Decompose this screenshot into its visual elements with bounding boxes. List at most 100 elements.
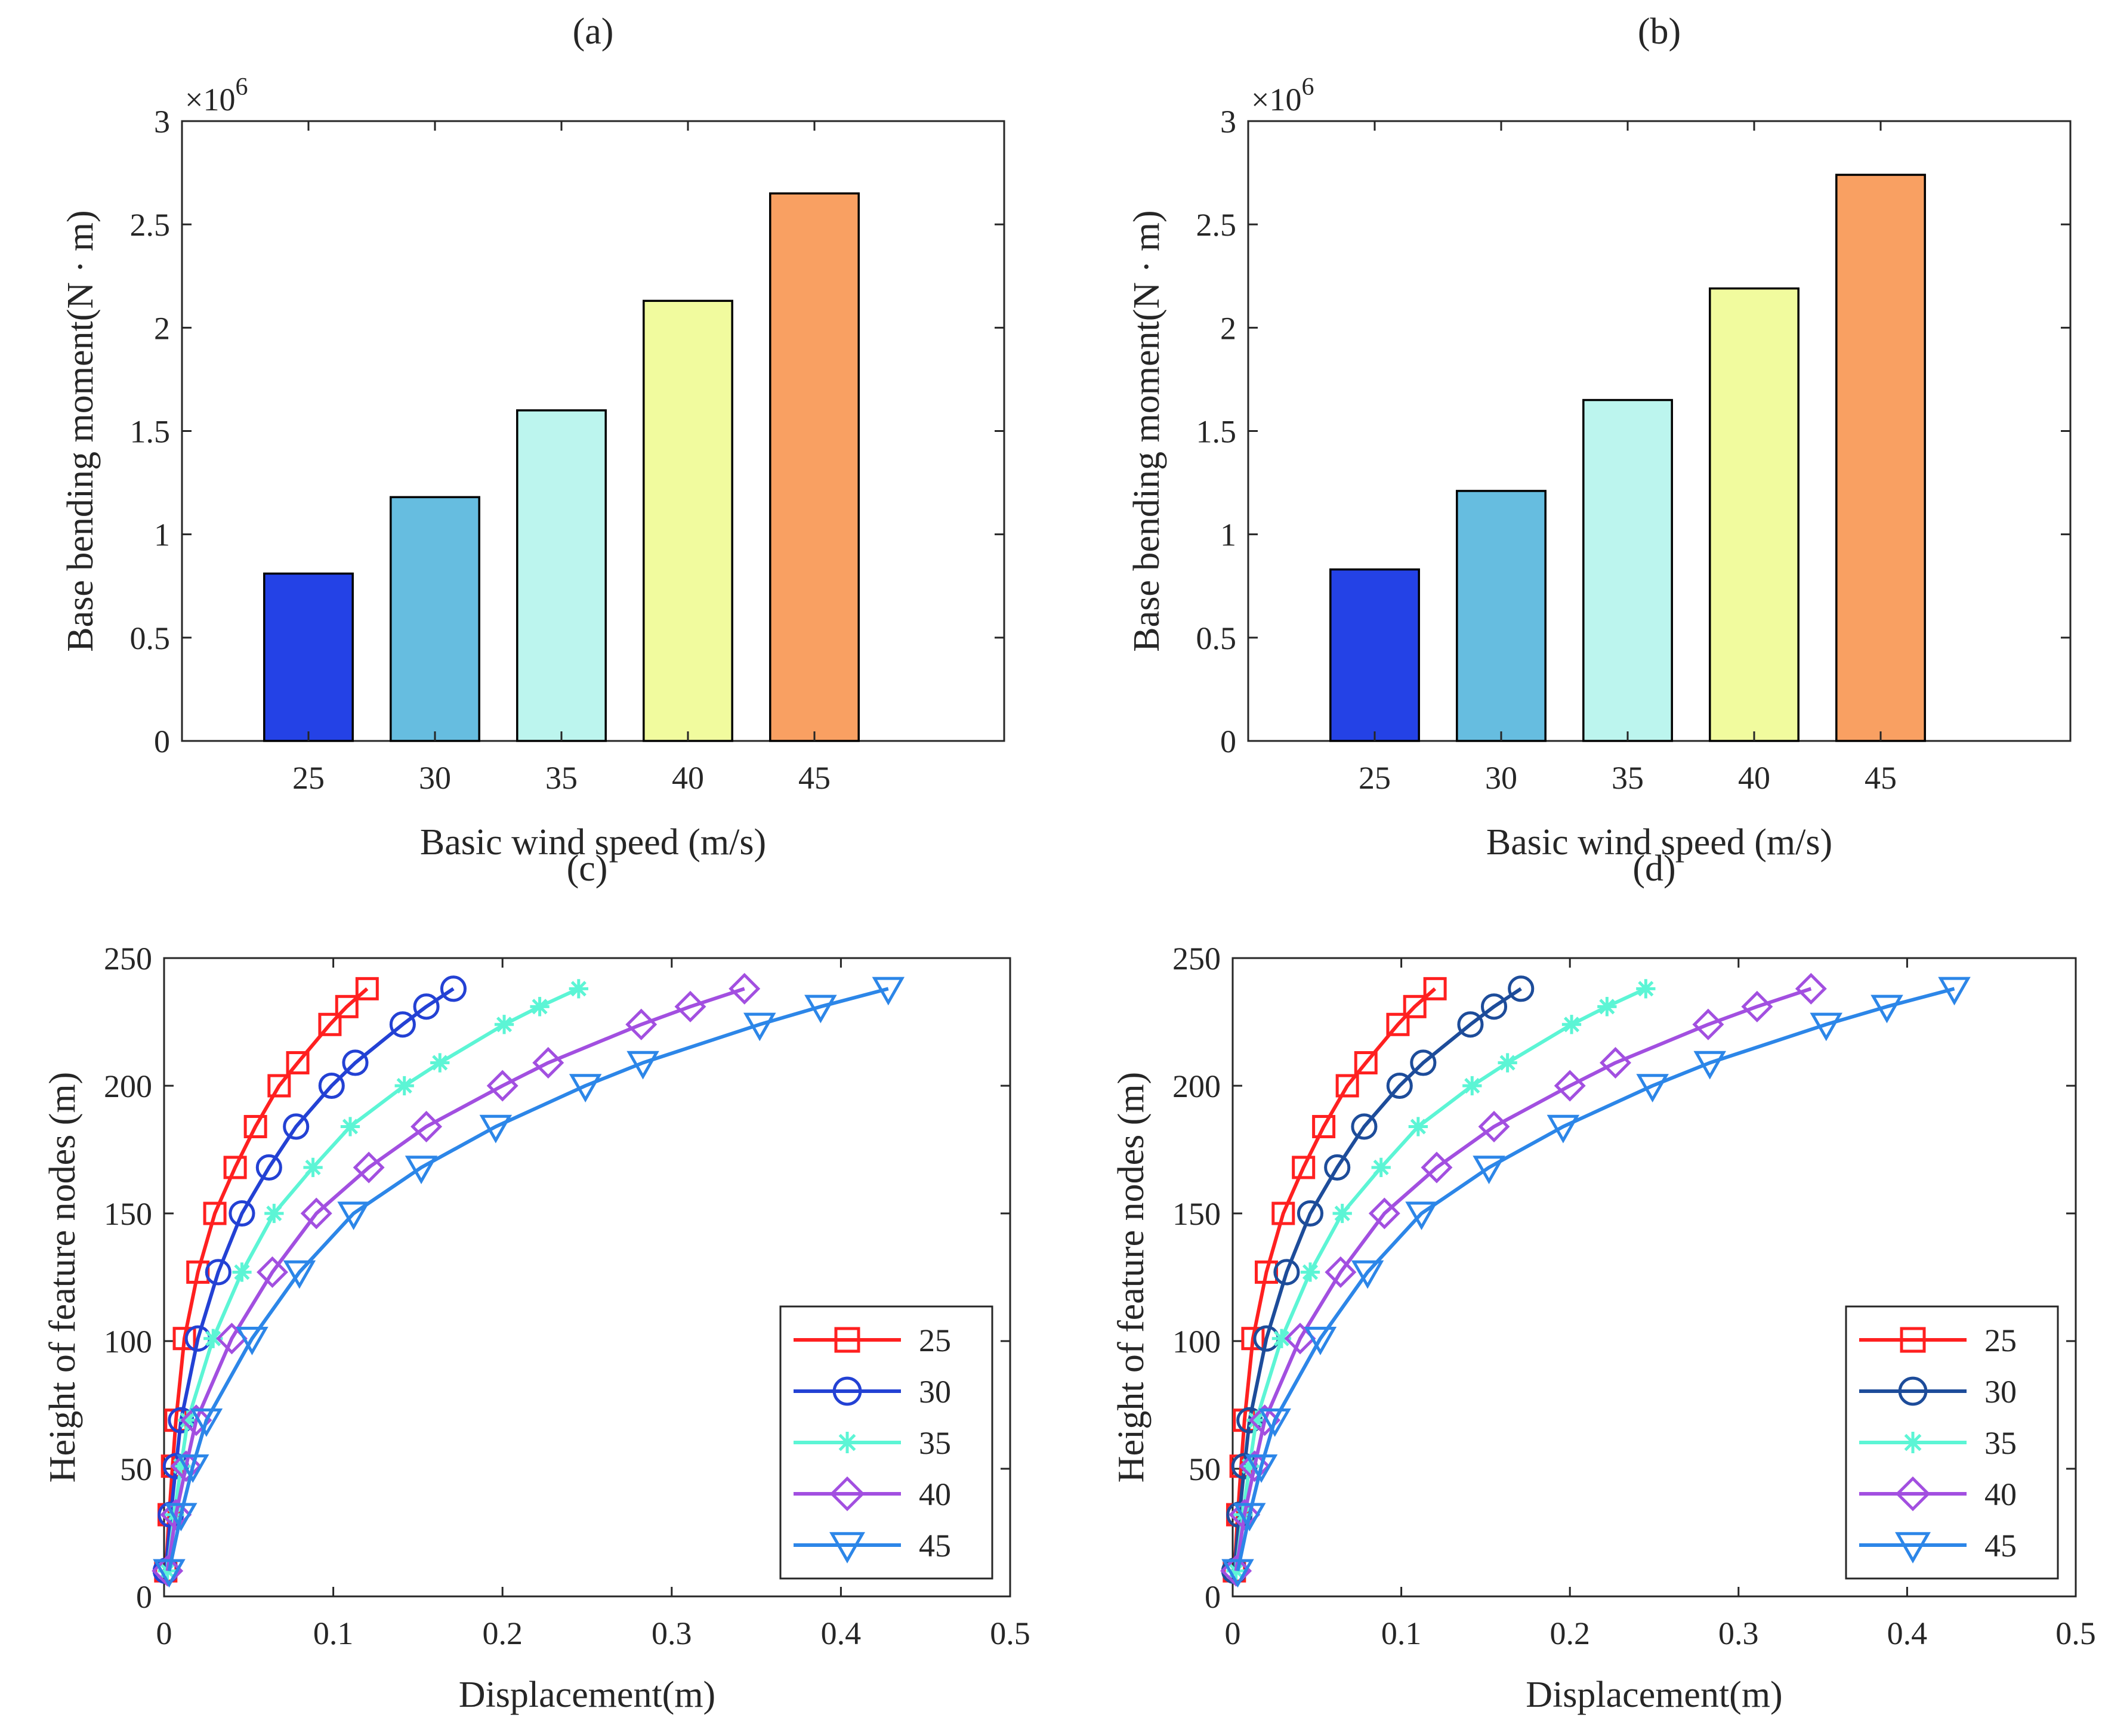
- legend-marker-45: [1895, 1532, 1931, 1564]
- panel-a: (a) 0 0.5 1 1.5 2 2.5 3 Base bending moment(N · …: [60, 11, 1005, 863]
- data-point-25: [243, 1114, 267, 1138]
- x-tick-label: 0.3: [652, 1615, 692, 1651]
- y-axis-label: Base bending moment(N · m): [1126, 210, 1167, 651]
- data-point-40: [160, 1499, 192, 1531]
- y-tick-label: 250: [104, 941, 152, 977]
- series-40: [152, 972, 761, 1587]
- data-point-30: [1410, 1049, 1437, 1076]
- y-tick-label: 1: [154, 517, 170, 553]
- data-point-40: [1421, 1151, 1453, 1184]
- data-point-45: [1351, 1260, 1384, 1289]
- series-line-45: [167, 987, 889, 1571]
- bar-45: [769, 192, 860, 742]
- data-point-25: [1312, 1114, 1336, 1138]
- data-point-35: [1240, 1456, 1260, 1476]
- data-point-40: [1741, 990, 1773, 1023]
- data-point-40: [180, 1404, 212, 1437]
- data-point-35: [1561, 1015, 1582, 1034]
- legend-label: 25: [1984, 1323, 2017, 1358]
- data-point-25: [1386, 1012, 1410, 1036]
- y-exponent-base: ×10: [185, 82, 235, 118]
- legend-label: 40: [1984, 1476, 2017, 1512]
- y-exponent-label: ×106: [185, 73, 248, 118]
- data-point-35: [1271, 1329, 1292, 1348]
- legend-label: 40: [919, 1476, 951, 1512]
- bar-40: [1709, 287, 1799, 742]
- bar-35: [516, 409, 607, 742]
- legend-entry-30: 30: [1859, 1374, 2017, 1410]
- y-tick-label: 150: [104, 1196, 152, 1232]
- data-point-45: [479, 1114, 513, 1144]
- x-tick-label: 0.4: [1887, 1615, 1928, 1651]
- y-exponent-power: 6: [1301, 73, 1314, 101]
- y-exponent-base: ×10: [1251, 82, 1301, 118]
- x-axis-label: Displacement(m): [459, 1675, 715, 1715]
- x-tick-label: 0.5: [990, 1615, 1030, 1651]
- y-tick-label: 50: [1189, 1451, 1221, 1487]
- x-tick-label: 25: [1359, 760, 1391, 796]
- legend-entry-35: 35: [1859, 1425, 2017, 1461]
- data-point-35: [203, 1329, 223, 1348]
- data-point-40: [1554, 1070, 1586, 1102]
- legend-marker-40: [1895, 1476, 1931, 1512]
- y-tick-label: 1.5: [1196, 414, 1237, 450]
- y-tick-label: 100: [104, 1324, 152, 1360]
- data-point-25: [203, 1201, 227, 1225]
- legend-marker-35: [1902, 1431, 1924, 1454]
- legend: 25 30 35 40 45: [779, 1305, 993, 1580]
- data-point-45: [1810, 1012, 1843, 1042]
- data-point-40: [1795, 972, 1827, 1005]
- series-line-35: [165, 987, 580, 1571]
- y-tick-label: 0.5: [1196, 620, 1237, 656]
- data-point-40: [1229, 1499, 1261, 1531]
- y-axis-label: Base bending moment(N · m): [60, 210, 101, 651]
- data-point-40: [532, 1046, 564, 1079]
- data-point-25: [318, 1012, 342, 1036]
- y-tick-label: 1.5: [130, 414, 171, 450]
- data-point-30: [205, 1259, 232, 1286]
- y-tick-label: 200: [104, 1068, 152, 1104]
- data-point-40: [300, 1197, 332, 1230]
- data-point-45: [743, 1012, 776, 1042]
- y-axis-label: Height of feature nodes (m): [1111, 1072, 1152, 1483]
- legend-entry-40: 40: [794, 1476, 951, 1512]
- data-point-35: [1300, 1262, 1320, 1282]
- series-line-45: [1236, 987, 1955, 1571]
- data-point-40: [1325, 1256, 1357, 1288]
- legend-label: 30: [1984, 1374, 2017, 1410]
- data-point-30: [1386, 1072, 1413, 1099]
- data-point-40: [674, 990, 706, 1023]
- data-point-45: [190, 1408, 223, 1437]
- data-point-30: [413, 993, 440, 1020]
- data-point-35: [1462, 1076, 1482, 1096]
- y-axis-label: Height of feature nodes (m): [42, 1072, 83, 1483]
- legend-entry-25: 25: [794, 1323, 951, 1358]
- x-tick-label: 30: [1485, 760, 1517, 796]
- y-tick-label: 100: [1172, 1324, 1221, 1360]
- bar-30: [390, 496, 480, 742]
- legend-marker-30: [832, 1376, 862, 1406]
- series-35: [1226, 979, 1656, 1581]
- data-point-25: [186, 1260, 210, 1284]
- x-tick-label: 0.2: [1550, 1615, 1590, 1651]
- data-point-45: [1636, 1074, 1669, 1102]
- data-point-30: [1457, 1011, 1484, 1038]
- series-line-35: [1234, 987, 1647, 1571]
- y-tick-label: 2: [154, 310, 170, 346]
- data-point-45: [1258, 1408, 1291, 1437]
- data-point-35: [1226, 1561, 1246, 1581]
- bar-45: [1835, 174, 1926, 742]
- x-tick-label: 25: [292, 760, 325, 796]
- x-axis-label: Displacement(m): [1526, 1675, 1782, 1715]
- series-line-25: [1232, 987, 1437, 1571]
- data-point-25: [1241, 1327, 1265, 1351]
- bar-40: [643, 299, 733, 742]
- series-line-40: [165, 987, 745, 1571]
- data-point-40: [729, 972, 761, 1005]
- data-point-45: [176, 1454, 209, 1483]
- panel-title-a: (a): [573, 11, 614, 52]
- x-tick-label: 0.1: [1381, 1615, 1422, 1651]
- legend-entry-35: 35: [794, 1425, 951, 1461]
